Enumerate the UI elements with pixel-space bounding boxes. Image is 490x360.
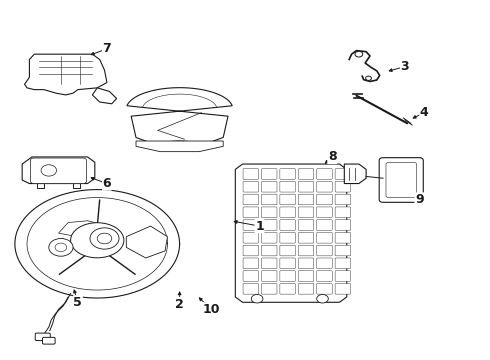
Circle shape	[55, 243, 67, 252]
FancyBboxPatch shape	[262, 258, 277, 269]
FancyBboxPatch shape	[262, 207, 277, 217]
FancyBboxPatch shape	[317, 181, 332, 192]
Circle shape	[49, 238, 73, 256]
Text: 6: 6	[102, 177, 111, 190]
FancyBboxPatch shape	[243, 181, 259, 192]
Polygon shape	[58, 221, 102, 237]
FancyBboxPatch shape	[243, 233, 259, 243]
Circle shape	[317, 294, 328, 303]
Polygon shape	[235, 164, 347, 302]
FancyBboxPatch shape	[298, 181, 314, 192]
FancyBboxPatch shape	[317, 220, 332, 230]
Circle shape	[366, 76, 371, 80]
Circle shape	[97, 233, 112, 244]
FancyBboxPatch shape	[280, 168, 295, 179]
FancyBboxPatch shape	[262, 168, 277, 179]
FancyBboxPatch shape	[280, 194, 295, 205]
Polygon shape	[22, 157, 95, 184]
FancyBboxPatch shape	[243, 220, 259, 230]
FancyBboxPatch shape	[317, 258, 332, 269]
FancyBboxPatch shape	[335, 283, 351, 294]
FancyBboxPatch shape	[317, 194, 332, 205]
FancyBboxPatch shape	[280, 233, 295, 243]
FancyBboxPatch shape	[335, 168, 351, 179]
Text: 1: 1	[255, 220, 264, 233]
Text: 5: 5	[74, 296, 82, 309]
FancyBboxPatch shape	[317, 168, 332, 179]
Polygon shape	[136, 141, 223, 152]
FancyBboxPatch shape	[335, 245, 351, 256]
FancyBboxPatch shape	[335, 220, 351, 230]
Polygon shape	[24, 54, 107, 95]
FancyBboxPatch shape	[280, 283, 295, 294]
Polygon shape	[344, 164, 366, 184]
FancyBboxPatch shape	[262, 233, 277, 243]
FancyBboxPatch shape	[280, 258, 295, 269]
FancyBboxPatch shape	[280, 271, 295, 282]
FancyBboxPatch shape	[317, 233, 332, 243]
FancyBboxPatch shape	[243, 194, 259, 205]
FancyBboxPatch shape	[335, 233, 351, 243]
Circle shape	[355, 51, 363, 57]
Circle shape	[41, 165, 56, 176]
FancyBboxPatch shape	[298, 258, 314, 269]
FancyBboxPatch shape	[298, 220, 314, 230]
FancyBboxPatch shape	[243, 207, 259, 217]
Text: 8: 8	[328, 150, 337, 163]
FancyBboxPatch shape	[262, 181, 277, 192]
FancyBboxPatch shape	[280, 245, 295, 256]
Polygon shape	[93, 88, 117, 104]
Polygon shape	[126, 226, 168, 258]
Text: 9: 9	[415, 193, 424, 206]
FancyBboxPatch shape	[298, 168, 314, 179]
FancyBboxPatch shape	[243, 258, 259, 269]
FancyBboxPatch shape	[335, 194, 351, 205]
Text: 4: 4	[420, 106, 429, 119]
Text: 2: 2	[175, 298, 184, 311]
FancyBboxPatch shape	[335, 181, 351, 192]
FancyBboxPatch shape	[243, 271, 259, 282]
Polygon shape	[127, 88, 232, 146]
FancyBboxPatch shape	[298, 233, 314, 243]
FancyBboxPatch shape	[298, 271, 314, 282]
FancyBboxPatch shape	[43, 337, 55, 344]
FancyBboxPatch shape	[262, 283, 277, 294]
FancyBboxPatch shape	[317, 271, 332, 282]
FancyBboxPatch shape	[280, 207, 295, 217]
FancyBboxPatch shape	[335, 271, 351, 282]
FancyBboxPatch shape	[298, 245, 314, 256]
Text: 10: 10	[202, 303, 220, 316]
FancyBboxPatch shape	[30, 158, 87, 184]
Ellipse shape	[71, 223, 124, 258]
FancyBboxPatch shape	[386, 163, 416, 197]
Circle shape	[251, 294, 263, 303]
FancyBboxPatch shape	[335, 207, 351, 217]
FancyBboxPatch shape	[298, 207, 314, 217]
Text: 7: 7	[102, 42, 111, 55]
FancyBboxPatch shape	[280, 220, 295, 230]
FancyBboxPatch shape	[262, 271, 277, 282]
FancyBboxPatch shape	[35, 333, 50, 341]
FancyBboxPatch shape	[262, 245, 277, 256]
FancyBboxPatch shape	[298, 194, 314, 205]
FancyBboxPatch shape	[298, 283, 314, 294]
Text: 3: 3	[400, 60, 409, 73]
Circle shape	[90, 228, 119, 249]
FancyBboxPatch shape	[243, 283, 259, 294]
FancyBboxPatch shape	[317, 245, 332, 256]
FancyBboxPatch shape	[317, 207, 332, 217]
FancyBboxPatch shape	[317, 283, 332, 294]
FancyBboxPatch shape	[280, 181, 295, 192]
FancyBboxPatch shape	[262, 220, 277, 230]
FancyBboxPatch shape	[243, 245, 259, 256]
FancyBboxPatch shape	[335, 258, 351, 269]
FancyBboxPatch shape	[243, 168, 259, 179]
FancyBboxPatch shape	[379, 158, 423, 202]
FancyBboxPatch shape	[262, 194, 277, 205]
